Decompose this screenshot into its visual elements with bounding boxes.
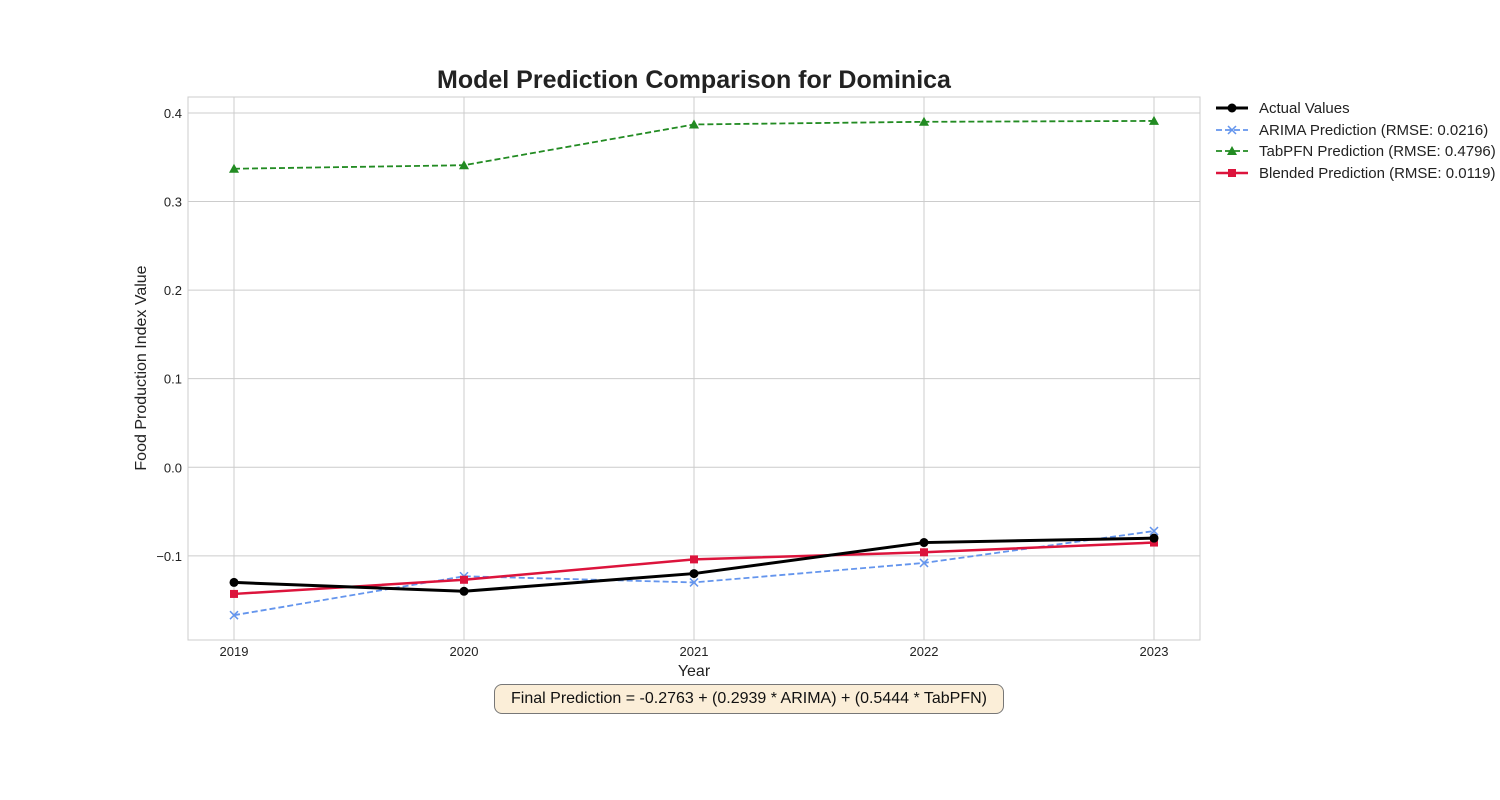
data-point-blended xyxy=(230,589,238,598)
x-axis-label: Year xyxy=(678,663,711,680)
data-point-arima xyxy=(1149,526,1159,536)
legend-item-blended: Blended Prediction (RMSE: 0.0119) xyxy=(1216,165,1496,182)
data-point-actual xyxy=(689,569,699,579)
data-point-tabpfn xyxy=(229,163,239,173)
x-tick-label: 2023 xyxy=(1140,644,1169,659)
data-point-arima xyxy=(229,610,239,620)
legend-label-blended: Blended Prediction (RMSE: 0.0119) xyxy=(1259,165,1496,182)
plot-frame xyxy=(187,96,1201,641)
legend-label-arima: ARIMA Prediction (RMSE: 0.0216) xyxy=(1259,122,1488,139)
x-tick-label: 2021 xyxy=(680,644,709,659)
x-tick-label: 2019 xyxy=(220,644,249,659)
data-point-actual xyxy=(229,577,239,587)
data-point-actual xyxy=(459,586,469,596)
y-tick-labels: −0.1 0.0 0.1 0.2 0.3 0.4 xyxy=(156,106,182,564)
x-tick-label: 2020 xyxy=(450,644,479,659)
data-point-actual xyxy=(1149,533,1159,543)
legend-label-tabpfn: TabPFN Prediction (RMSE: 0.4796) xyxy=(1259,143,1496,160)
y-axis-label: Food Production Index Value xyxy=(133,265,150,470)
legend-marker-blended xyxy=(1228,169,1236,177)
y-tick-label: −0.1 xyxy=(156,549,182,564)
series-group xyxy=(229,115,1159,620)
formula-annotation: Final Prediction = -0.2763 + (0.2939 * A… xyxy=(494,684,1004,714)
legend-marker-arima xyxy=(1227,125,1237,135)
series-tabpfn xyxy=(229,115,1159,173)
data-point-actual xyxy=(919,538,929,548)
series-actual xyxy=(229,533,1159,596)
x-tick-labels: 2019 2020 2021 2022 2023 xyxy=(220,644,1169,659)
chart-title: Model Prediction Comparison for Dominica xyxy=(437,66,952,94)
y-tick-label: 0.4 xyxy=(164,106,182,121)
y-tick-label: 0.2 xyxy=(164,283,182,298)
legend: Actual Values ARIMA Prediction (RMSE: 0.0… xyxy=(1216,100,1496,182)
data-point-arima xyxy=(689,577,699,587)
legend-marker-tabpfn xyxy=(1227,146,1237,155)
data-point-arima xyxy=(919,558,929,568)
legend-marker-actual xyxy=(1227,103,1237,113)
x-tick-label: 2022 xyxy=(910,644,939,659)
y-tick-label: 0.0 xyxy=(164,460,182,475)
legend-label-actual: Actual Values xyxy=(1259,100,1350,117)
data-point-tabpfn xyxy=(689,119,699,129)
data-point-tabpfn xyxy=(1149,115,1159,125)
y-tick-label: 0.3 xyxy=(164,195,182,210)
y-tick-label: 0.1 xyxy=(164,372,182,387)
legend-item-arima: ARIMA Prediction (RMSE: 0.0216) xyxy=(1216,122,1488,139)
data-point-blended xyxy=(920,548,928,557)
legend-item-tabpfn: TabPFN Prediction (RMSE: 0.4796) xyxy=(1216,143,1496,160)
legend-item-actual: Actual Values xyxy=(1216,100,1350,117)
data-point-blended xyxy=(460,575,468,584)
data-point-tabpfn xyxy=(459,160,469,170)
data-point-tabpfn xyxy=(919,116,929,126)
data-point-blended xyxy=(690,555,698,564)
